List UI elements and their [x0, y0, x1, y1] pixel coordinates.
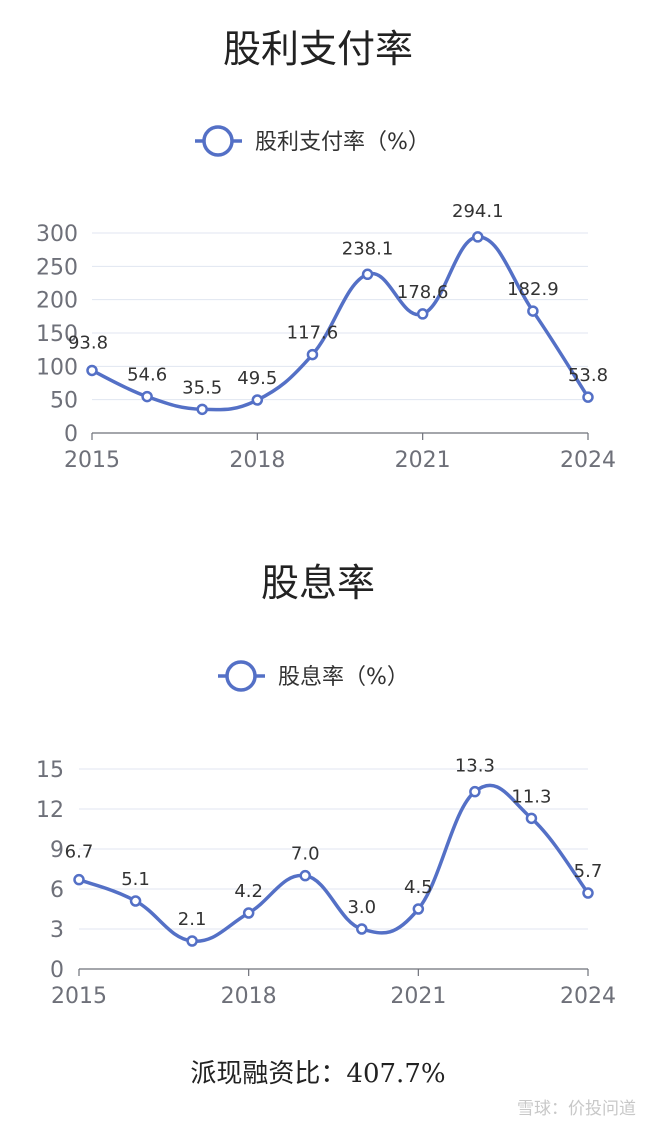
chart-1-data-point[interactable] [306, 348, 319, 361]
chart-1-data-label: 35.5 [182, 377, 222, 398]
chart-1-x-tick-label: 2024 [560, 448, 616, 473]
chart-2-data-label: 2.1 [178, 909, 207, 930]
chart-2-y-tick-label: 3 [50, 918, 64, 943]
chart-2-data-label: 4.5 [404, 877, 433, 898]
chart-2-x-tick-label: 2015 [51, 984, 107, 1009]
chart-2-data-point[interactable] [412, 903, 425, 915]
chart-2-data-point[interactable] [186, 935, 198, 947]
chart-1-data-point[interactable] [416, 308, 429, 320]
chart-2-data-label: 5.7 [574, 861, 603, 882]
chart-2-y-tick-label: 9 [50, 838, 64, 863]
chart-1-data-point[interactable] [472, 231, 484, 243]
chart-1-data-point[interactable] [86, 364, 98, 377]
chart-1-data-point[interactable] [196, 403, 208, 416]
chart-2-legend-marker [225, 660, 257, 692]
chart-2-legend-label: 股息率（%） [278, 665, 409, 690]
chart-1-data-label: 238.1 [342, 238, 394, 259]
chart-1-data-label: 49.5 [237, 368, 277, 389]
chart-2-data-label: 3.0 [347, 897, 376, 918]
chart-2-data-label: 4.2 [234, 881, 263, 902]
chart-2-data-label: 11.3 [511, 786, 551, 807]
chart-1-y-tick-label: 250 [36, 255, 78, 280]
chart-1-data-label: 182.9 [507, 279, 559, 300]
chart-1-data-point[interactable] [361, 268, 374, 281]
chart-2-data-point[interactable] [525, 812, 538, 825]
chart-1: 股利支付率 股利支付率（%） 0 50 100 150 200 250 300 2015 201… [36, 27, 616, 473]
chart-2: 股息率 股息率（%） 0 3 6 9 12 15 2015 2018 2021 2024 6.7 5… [36, 561, 616, 1009]
chart-1-data-label: 93.8 [68, 332, 108, 353]
chart-1-title: 股利支付率 [223, 27, 413, 71]
chart-2-y-tick-label: 0 [50, 958, 64, 983]
chart-2-y-tick-label: 6 [50, 878, 64, 903]
footer-text: 派现融资比：407.7% [190, 1059, 445, 1089]
chart-2-data-point[interactable] [129, 895, 142, 907]
chart-1-data-label: 54.6 [127, 365, 167, 386]
chart-2-y-tick-label: 12 [36, 798, 64, 823]
chart-1-x-tick-label: 2021 [395, 448, 451, 473]
chart-2-data-label: 7.0 [291, 844, 320, 865]
chart-1-legend-label: 股利支付率（%） [255, 130, 430, 155]
chart-1-data-point[interactable] [141, 390, 153, 403]
chart-2-data-point[interactable] [582, 887, 594, 899]
chart-2-data-point[interactable] [356, 923, 368, 935]
chart-2-data-point[interactable] [299, 869, 311, 882]
chart-1-x-tick-label: 2018 [229, 448, 285, 473]
watermark: 雪球：价投问道 [517, 1099, 636, 1119]
chart-2-data-label: 5.1 [121, 869, 150, 890]
chart-1-data-point[interactable] [527, 305, 539, 317]
chart-1-data-label: 117.6 [287, 323, 339, 344]
chart-1-data-point[interactable] [251, 394, 264, 406]
chart-2-data-label: 6.7 [65, 842, 94, 863]
chart-1-legend[interactable]: 股利支付率（%） [195, 125, 430, 157]
chart-1-data-label: 294.1 [452, 201, 504, 222]
chart-2-legend[interactable]: 股息率（%） [218, 660, 409, 692]
chart-2-title: 股息率 [261, 561, 375, 605]
chart-2-series-line [77, 783, 590, 943]
chart-2-x-tick-label: 2021 [390, 984, 446, 1009]
chart-1-y-tick-label: 300 [36, 222, 78, 247]
chart-1-legend-marker [202, 125, 234, 157]
chart-2-x-tick-label: 2018 [221, 984, 277, 1009]
chart-1-y-tick-label: 200 [36, 289, 78, 314]
chart-1-y-tick-label: 50 [50, 389, 78, 414]
chart-2-y-tick-label: 15 [36, 758, 64, 783]
chart-2-x-tick-label: 2024 [560, 984, 616, 1009]
chart-2-data-point[interactable] [242, 907, 255, 919]
chart-1-y-tick-label: 100 [36, 355, 78, 380]
chart-1-y-tick-label: 150 [36, 322, 78, 347]
chart-2-data-label: 13.3 [455, 756, 495, 777]
chart-1-x-tick-label: 2015 [64, 448, 120, 473]
chart-2-data-point[interactable] [469, 785, 481, 798]
chart-1-data-label: 178.6 [397, 282, 449, 303]
chart-2-data-point[interactable] [73, 873, 85, 886]
chart-1-data-point[interactable] [582, 391, 594, 403]
chart-1-data-label: 53.8 [568, 365, 608, 386]
chart-1-y-tick-label: 0 [64, 422, 78, 447]
